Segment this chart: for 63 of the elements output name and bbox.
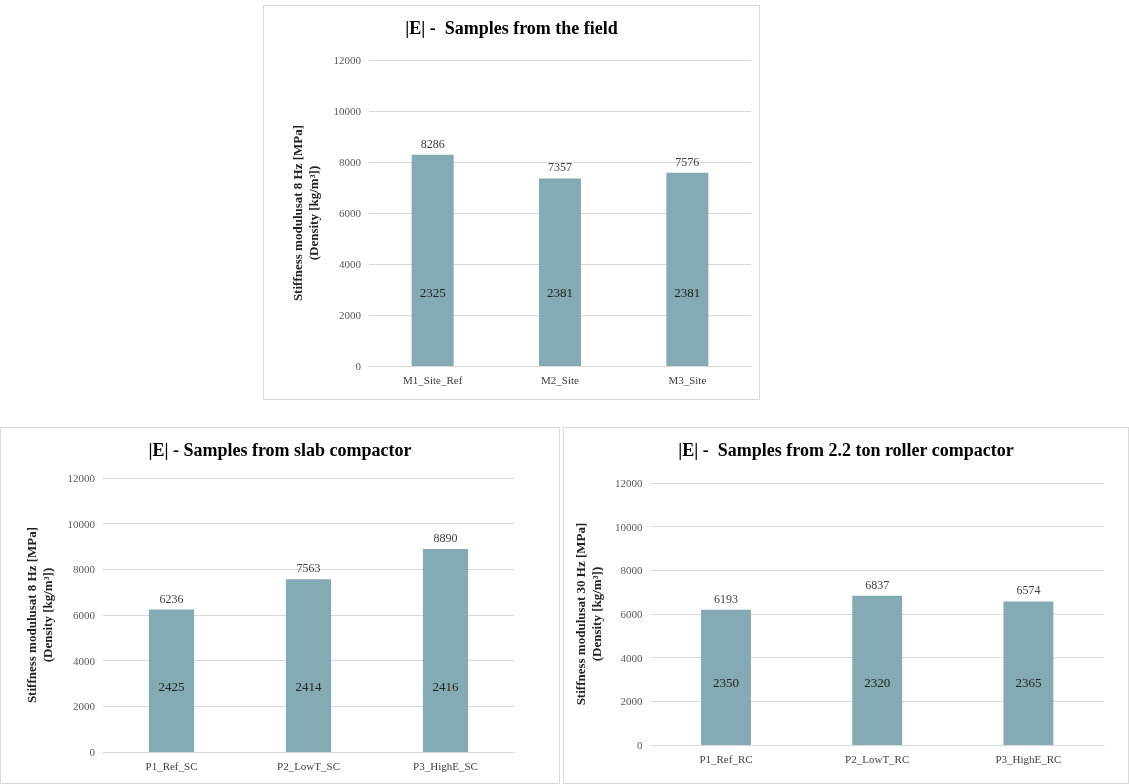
- data-label: 7357: [548, 160, 572, 175]
- annotation: 2381: [547, 285, 573, 301]
- bar: [285, 579, 332, 752]
- bar: [148, 609, 195, 752]
- annotation: 2320: [864, 674, 891, 690]
- y-axis-title: Stiffness modulusat 30 Hz [MPa] (Density [kg/m³]): [572, 522, 604, 706]
- y-tick-label: 2000: [620, 695, 643, 708]
- x-tick-label: P3_HighE_SC: [413, 759, 478, 772]
- x-tick-label: M3_Site: [668, 373, 707, 386]
- x-tick-label: M2_Site: [541, 373, 580, 386]
- annotation: 2325: [419, 285, 446, 301]
- x-tick-label: P1_Ref_RC: [699, 752, 753, 765]
- annotation: 2365: [1015, 674, 1042, 690]
- data-label: 6193: [714, 591, 738, 606]
- annotation: 2414: [295, 678, 322, 694]
- y-tick-label: 4000: [73, 654, 96, 667]
- y-axis-title: Stiffness modulusat 8 Hz [MPa] (Density [kg/m³]): [23, 526, 55, 704]
- y-tick-label: 0: [355, 360, 362, 372]
- y-tick-label: 8000: [620, 564, 643, 577]
- x-tick-label: P2_LowT_RC: [845, 752, 910, 765]
- bar: [666, 172, 709, 366]
- y-tick-label: 0: [636, 739, 643, 751]
- data-label: 6574: [1016, 583, 1041, 598]
- annotation: 2416: [432, 678, 459, 694]
- data-label: 6236: [159, 591, 184, 606]
- bar: [701, 609, 751, 745]
- y-tick-label: 6000: [339, 207, 362, 219]
- data-label: 8890: [433, 531, 458, 546]
- chart-title: |E| - Samples from slab compactor: [148, 440, 412, 460]
- data-label: 6837: [865, 577, 890, 592]
- y-tick-label: 12000: [614, 477, 643, 489]
- bar: [422, 549, 469, 752]
- chart-title: |E| - Samples from 2.2 ton roller compactor: [678, 440, 1014, 460]
- annotation: 2425: [158, 678, 185, 694]
- x-tick-label: P1_Ref_SC: [145, 759, 198, 772]
- y-tick-label: 0: [89, 746, 96, 758]
- y-tick-label: 10000: [333, 105, 362, 117]
- y-tick-label: 4000: [339, 258, 362, 270]
- y-axis-title: Stiffness modulusat 8 Hz [MPa] (Density [kg/m³]): [289, 124, 321, 302]
- x-tick-label: P3_HighE_RC: [995, 752, 1062, 765]
- data-label: 7563: [296, 561, 321, 576]
- bar: [411, 154, 454, 366]
- data-label: 8286: [420, 136, 445, 151]
- annotation: 2381: [674, 285, 701, 301]
- bar: [538, 178, 582, 366]
- bar: [852, 595, 903, 745]
- y-tick-label: 8000: [73, 563, 96, 576]
- chart-title: |E| - Samples from the field: [405, 18, 618, 38]
- x-tick-label: P2_LowT_SC: [277, 759, 340, 772]
- y-tick-label: 2000: [73, 700, 96, 713]
- y-tick-label: 8000: [339, 156, 362, 168]
- bar: [1003, 601, 1054, 745]
- data-label: 7576: [675, 154, 700, 169]
- x-tick-label: M1_Site_Ref: [403, 373, 463, 386]
- y-tick-label: 6000: [73, 609, 96, 621]
- y-tick-label: 6000: [620, 608, 643, 620]
- annotation: 2350: [713, 674, 739, 690]
- y-tick-label: 10000: [614, 520, 643, 533]
- y-tick-label: 12000: [67, 472, 96, 484]
- y-tick-label: 10000: [67, 517, 96, 530]
- y-tick-label: 4000: [620, 651, 643, 664]
- y-tick-label: 2000: [339, 309, 362, 321]
- y-tick-label: 12000: [333, 54, 362, 66]
